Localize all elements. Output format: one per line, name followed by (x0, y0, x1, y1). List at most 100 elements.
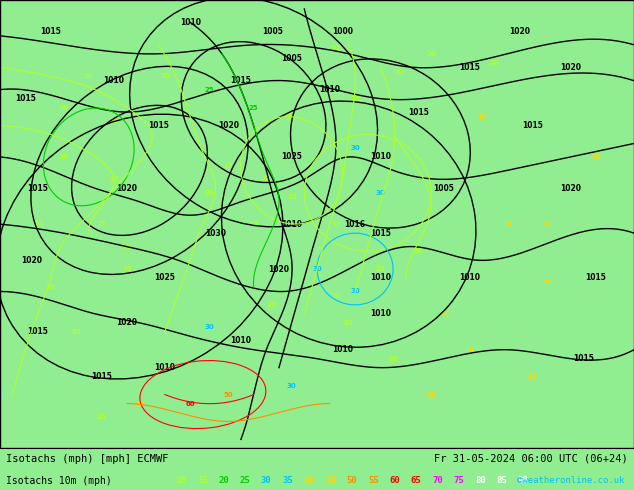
Text: 30: 30 (350, 289, 360, 294)
Text: 20: 20 (58, 104, 68, 111)
Text: 1016: 1016 (344, 220, 366, 229)
Text: 15: 15 (122, 266, 132, 272)
Text: 1015: 1015 (15, 94, 36, 103)
Text: 20: 20 (375, 266, 385, 272)
Text: 45: 45 (325, 476, 336, 485)
Text: 1010: 1010 (154, 363, 176, 372)
Text: 15: 15 (249, 221, 259, 227)
Text: 1015: 1015 (586, 273, 606, 282)
Text: 25: 25 (240, 476, 250, 485)
Text: 20: 20 (350, 96, 360, 101)
Text: 1015: 1015 (370, 229, 391, 238)
Text: 20: 20 (388, 356, 398, 362)
Text: 1015: 1015 (573, 354, 593, 363)
Text: 1010: 1010 (370, 152, 391, 161)
Text: 1015: 1015 (522, 121, 543, 130)
Text: 1005: 1005 (281, 54, 302, 63)
Text: 20: 20 (344, 320, 354, 326)
Text: 30: 30 (312, 266, 322, 272)
Text: 20: 20 (413, 248, 424, 254)
Text: 20: 20 (122, 244, 132, 249)
Text: 35: 35 (282, 476, 293, 485)
Text: 1015: 1015 (459, 63, 479, 72)
Text: 1020: 1020 (268, 265, 290, 273)
Text: 1010: 1010 (179, 18, 201, 27)
Text: 20: 20 (96, 414, 107, 420)
Text: 1010: 1010 (332, 345, 353, 354)
Text: 1020: 1020 (116, 318, 138, 327)
Text: 1010: 1010 (370, 273, 391, 282)
Text: 40: 40 (304, 476, 314, 485)
Text: 1020: 1020 (560, 63, 581, 72)
Text: Isotachs (mph) [mph] ECMWF: Isotachs (mph) [mph] ECMWF (6, 454, 169, 464)
Text: 10: 10 (426, 392, 436, 397)
Text: 1030: 1030 (205, 229, 226, 238)
Text: 50: 50 (223, 392, 233, 397)
Text: 25: 25 (249, 104, 258, 111)
Text: ©weatheronline.co.uk: ©weatheronline.co.uk (517, 476, 624, 485)
Text: 10: 10 (540, 221, 550, 227)
Text: 1015: 1015 (28, 327, 48, 336)
Text: 30: 30 (375, 190, 385, 196)
Text: 30: 30 (261, 476, 271, 485)
Text: 25: 25 (205, 87, 214, 93)
Text: 15: 15 (261, 176, 271, 182)
Text: 65: 65 (411, 476, 422, 485)
Text: 15: 15 (197, 476, 207, 485)
Text: Fr 31-05-2024 06:00 UTC (06+24): Fr 31-05-2024 06:00 UTC (06+24) (434, 454, 628, 464)
Text: 1010: 1010 (370, 309, 391, 318)
Text: 1015: 1015 (231, 76, 251, 85)
Text: 1000: 1000 (332, 27, 353, 36)
Text: 20: 20 (218, 476, 229, 485)
Text: 20: 20 (160, 73, 170, 79)
Text: 20: 20 (394, 69, 404, 75)
Text: 40: 40 (134, 400, 145, 407)
Text: 1015: 1015 (91, 372, 112, 381)
Text: Isotachs 10m (mph): Isotachs 10m (mph) (6, 476, 112, 486)
Text: 85: 85 (496, 476, 507, 485)
Text: 1020: 1020 (116, 184, 138, 193)
Text: 1025: 1025 (281, 152, 302, 161)
Text: 20: 20 (331, 47, 341, 52)
Text: 1005: 1005 (262, 27, 283, 36)
Text: 20: 20 (426, 51, 436, 57)
Text: 20: 20 (109, 176, 119, 182)
Text: 1010: 1010 (458, 273, 480, 282)
Text: 1005: 1005 (434, 184, 454, 193)
Text: 20: 20 (84, 73, 94, 79)
Text: 10: 10 (591, 154, 601, 160)
Text: 20: 20 (46, 284, 56, 290)
Text: 50: 50 (347, 476, 357, 485)
Text: 75: 75 (453, 476, 464, 485)
Text: 20: 20 (489, 60, 500, 66)
Text: 15: 15 (223, 163, 233, 169)
Text: 20: 20 (33, 221, 43, 227)
Text: 1025: 1025 (155, 273, 175, 282)
Text: 60: 60 (185, 400, 195, 407)
Text: 20: 20 (287, 114, 297, 120)
Text: 1010: 1010 (230, 336, 252, 345)
Text: 10: 10 (502, 221, 512, 227)
Text: 10: 10 (477, 114, 487, 120)
Text: 1020: 1020 (217, 121, 239, 130)
Text: 15: 15 (287, 194, 297, 200)
Text: 15: 15 (331, 221, 341, 227)
Text: 60: 60 (389, 476, 400, 485)
Text: 10: 10 (464, 347, 474, 353)
Text: 1020: 1020 (21, 256, 42, 265)
Text: 30: 30 (350, 145, 360, 151)
Text: 30: 30 (287, 383, 297, 389)
Text: 20: 20 (71, 329, 81, 335)
Text: 1015: 1015 (408, 108, 429, 117)
Text: 20: 20 (268, 302, 278, 308)
Text: 15: 15 (96, 221, 107, 227)
Text: 1015: 1015 (28, 184, 48, 193)
Text: 1010: 1010 (281, 220, 302, 229)
Text: 70: 70 (432, 476, 443, 485)
Text: 20: 20 (58, 154, 68, 160)
Text: 1010: 1010 (319, 85, 340, 94)
Text: 30: 30 (204, 324, 214, 330)
Text: 20: 20 (109, 118, 119, 124)
Text: 1010: 1010 (103, 76, 125, 85)
Text: 55: 55 (368, 476, 378, 485)
